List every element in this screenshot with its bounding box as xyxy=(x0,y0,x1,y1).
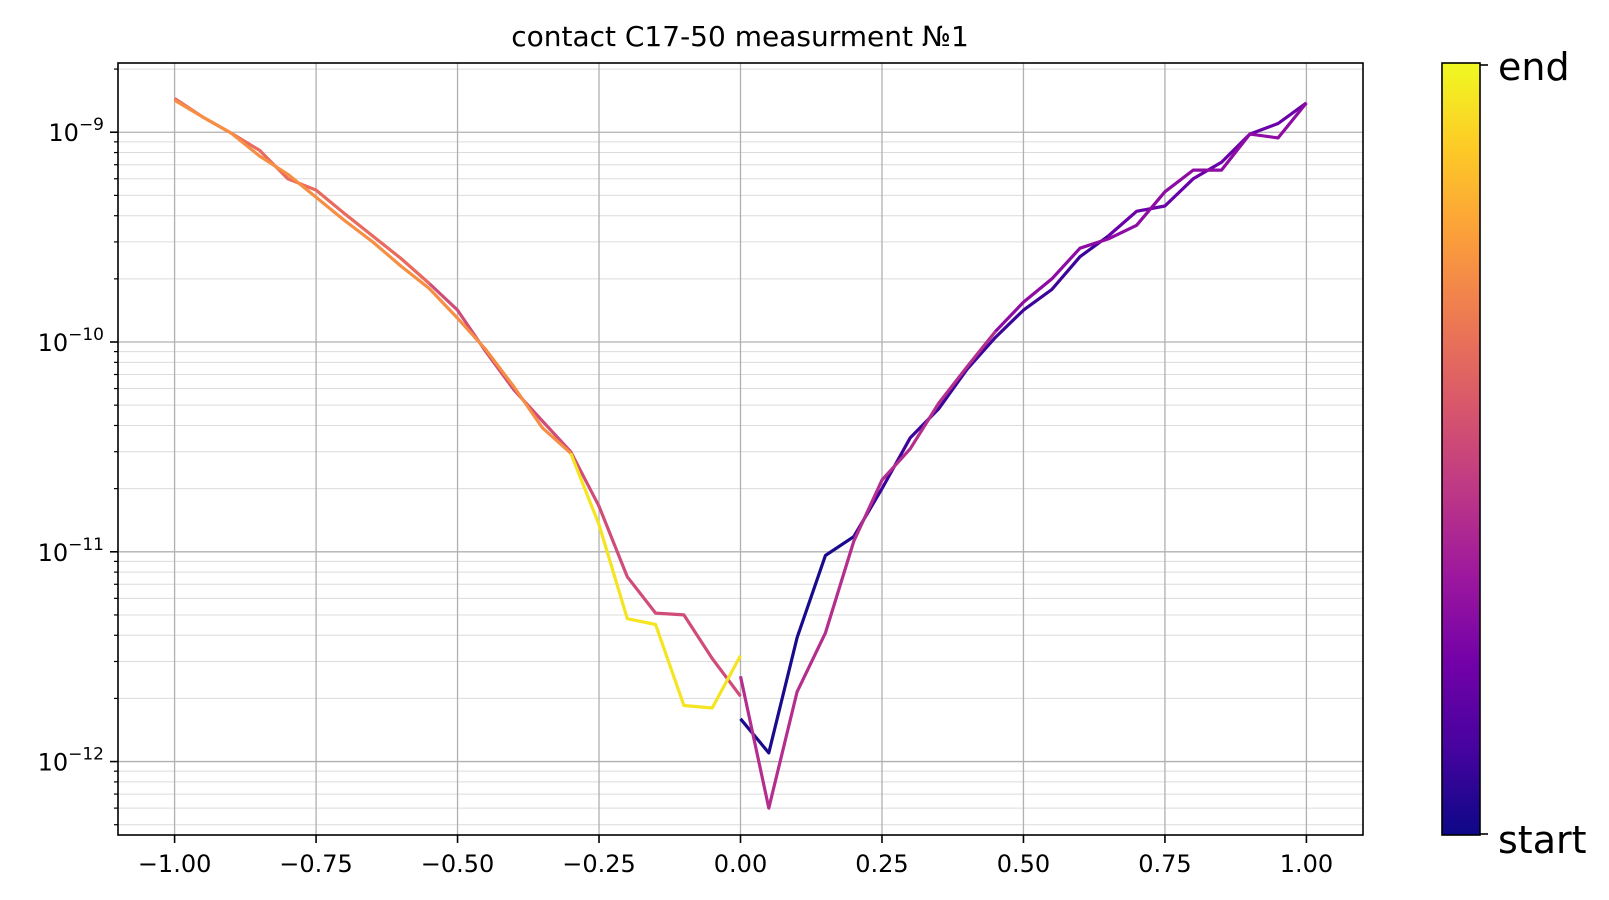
y-tick-label: 10−11 xyxy=(38,535,104,567)
y-tick-label: 10−12 xyxy=(38,745,104,777)
series-line xyxy=(994,101,1308,333)
y-tick-label: 10−9 xyxy=(48,115,104,147)
colorbar-label-start: start xyxy=(1498,818,1587,862)
x-tick-label: 0.50 xyxy=(997,850,1050,878)
series-line xyxy=(173,98,572,455)
colorbar: end start xyxy=(1441,45,1587,862)
chart-title: contact C17-50 measurment №1 xyxy=(511,20,969,53)
x-tick-label: 0.75 xyxy=(1138,850,1191,878)
x-tick-label: 1.00 xyxy=(1280,850,1333,878)
x-axis-ticks: −1.00 −0.75 −0.50 −0.25 0.00 0.25 0.50 0.75 1.00 xyxy=(138,835,1333,878)
y-tick-label: 10−10 xyxy=(38,325,104,357)
colorbar-label-end: end xyxy=(1498,45,1570,89)
series-line xyxy=(738,330,997,810)
colorbar-gradient xyxy=(1441,62,1481,836)
y-axis-ticks: 10−9 10−10 10−11 10−12 xyxy=(38,115,118,777)
series-line xyxy=(569,452,742,710)
x-tick-label: −0.75 xyxy=(279,850,353,878)
data-series xyxy=(173,97,1308,810)
x-tick-label: −0.50 xyxy=(421,850,495,878)
x-tick-label: 0.00 xyxy=(714,850,767,878)
series-line xyxy=(852,234,1110,538)
x-tick-label: −0.25 xyxy=(562,850,636,878)
series-line xyxy=(739,535,855,755)
x-tick-label: 0.25 xyxy=(855,850,908,878)
x-tick-label: −1.00 xyxy=(138,850,212,878)
